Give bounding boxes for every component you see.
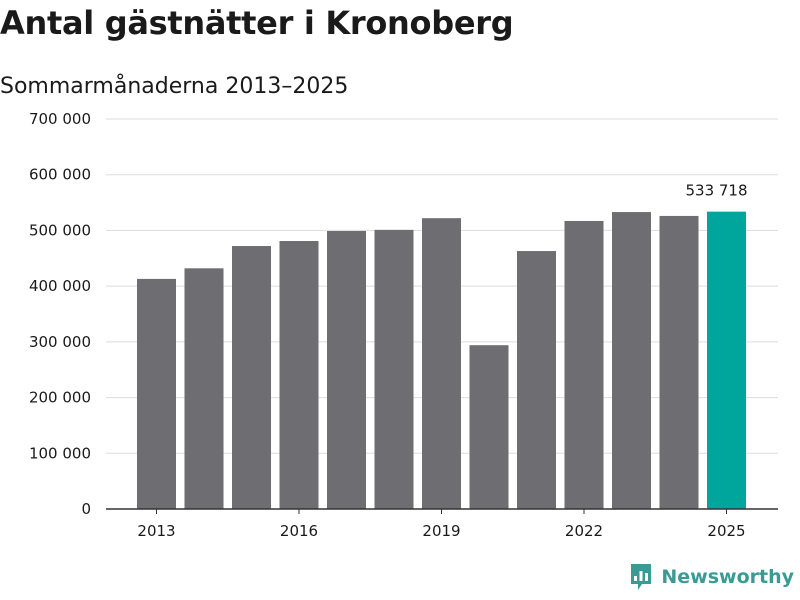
y-tick-label: 600 000 bbox=[29, 166, 91, 184]
y-tick-label: 100 000 bbox=[29, 444, 91, 462]
bar bbox=[374, 229, 414, 509]
x-tick-label: 2019 bbox=[422, 522, 460, 540]
brand-name: Newsworthy bbox=[661, 566, 794, 588]
bar bbox=[469, 345, 509, 509]
y-tick-label: 500 000 bbox=[29, 221, 91, 239]
data-label: 533 718 bbox=[685, 182, 747, 200]
bar-highlighted bbox=[707, 211, 746, 509]
bar bbox=[564, 220, 604, 509]
bar bbox=[137, 278, 176, 509]
x-tick-label: 2013 bbox=[137, 522, 175, 540]
chart-title: Antal gästnätter i Kronoberg bbox=[0, 4, 514, 42]
x-tick-label: 2016 bbox=[280, 522, 318, 540]
bar bbox=[232, 246, 271, 509]
y-tick-label: 0 bbox=[81, 500, 91, 518]
axes bbox=[106, 508, 778, 514]
bars bbox=[137, 211, 746, 510]
bar bbox=[184, 268, 224, 509]
y-tick-label: 200 000 bbox=[29, 389, 91, 407]
x-tick-label: 2022 bbox=[565, 522, 603, 540]
newsworthy-chart-icon bbox=[631, 564, 652, 590]
bar bbox=[659, 215, 699, 509]
chart-subtitle: Sommarmånaderna 2013–2025 bbox=[0, 74, 349, 99]
bar bbox=[517, 251, 556, 510]
labels: 0 100 000 200 000 300 000 400 000 500 000 600 … bbox=[29, 110, 748, 540]
bar bbox=[327, 230, 366, 509]
x-tick-label: 2025 bbox=[707, 522, 745, 540]
y-tick-label: 400 000 bbox=[29, 277, 91, 295]
newsworthy-logo: Newsworthy bbox=[629, 562, 794, 592]
bar bbox=[279, 241, 319, 509]
bar bbox=[422, 218, 461, 509]
y-tick-label: 700 000 bbox=[29, 110, 91, 128]
y-tick-label: 300 000 bbox=[29, 333, 91, 351]
bar bbox=[612, 212, 651, 510]
